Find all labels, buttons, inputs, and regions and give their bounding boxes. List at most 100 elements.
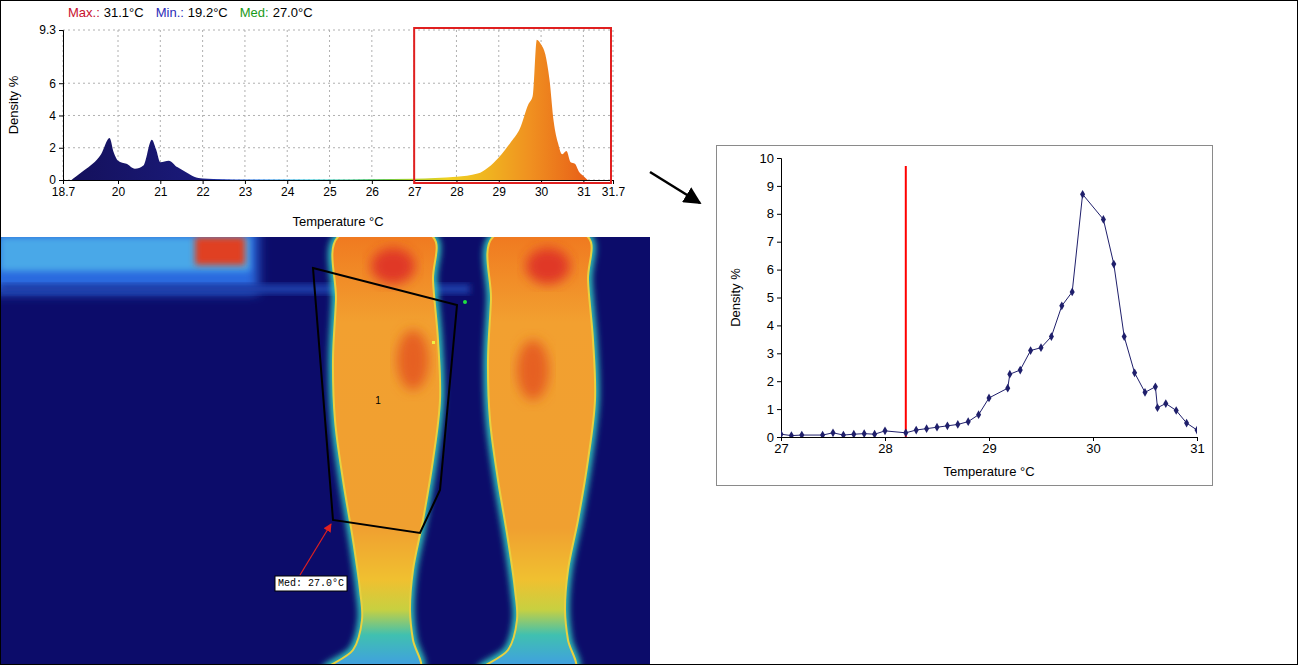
tick-label: 21 xyxy=(154,185,168,199)
tick: 25 xyxy=(323,180,337,199)
tick-label: 24 xyxy=(281,185,295,199)
tick: 9.3 xyxy=(39,23,63,37)
y-axis-title: Density % xyxy=(728,268,743,327)
data-point xyxy=(872,430,877,437)
data-point xyxy=(986,394,991,403)
x-axis: 2728293031 xyxy=(774,437,1204,456)
tick-mark xyxy=(59,148,63,149)
axis-line xyxy=(59,31,64,181)
tick-label: 22 xyxy=(196,185,210,199)
tick-mark xyxy=(245,180,246,184)
grid-line-x xyxy=(583,30,584,180)
tick: 24 xyxy=(281,180,295,199)
roi-polygon xyxy=(313,268,457,533)
grid xyxy=(63,30,613,180)
tick-label: 6 xyxy=(767,262,774,277)
data-point xyxy=(1111,260,1116,269)
tick-label: 6 xyxy=(49,77,56,91)
data-point xyxy=(862,429,867,437)
reference-line xyxy=(905,166,907,437)
data-point xyxy=(966,417,971,426)
tick: 31 xyxy=(1190,437,1204,456)
data-point xyxy=(781,430,784,437)
tick: 5 xyxy=(767,290,781,305)
tick-label: 31.7 xyxy=(602,185,626,199)
tick: 20 xyxy=(112,180,126,199)
data-point xyxy=(1005,384,1010,393)
data-point xyxy=(851,430,856,437)
data-point xyxy=(1142,388,1147,397)
data-point xyxy=(1038,343,1043,352)
data-point xyxy=(1018,366,1023,375)
tick-mark xyxy=(777,270,781,271)
roi-handle xyxy=(463,300,467,304)
tick: 0 xyxy=(49,173,63,187)
data-point xyxy=(820,431,825,437)
data-point xyxy=(914,426,919,435)
data-point xyxy=(1163,399,1168,408)
x-axis-title: Temperature °C xyxy=(292,214,383,229)
tick-label: 28 xyxy=(878,441,892,456)
tick-label: 5 xyxy=(767,290,774,305)
density-line xyxy=(781,194,1197,435)
tick: 27 xyxy=(774,437,788,456)
tick: 26 xyxy=(366,180,380,199)
tick-mark xyxy=(59,115,63,116)
tick: 0 xyxy=(767,430,781,445)
tick-mark xyxy=(613,180,614,184)
tick-label: 29 xyxy=(493,185,507,199)
chart-frame xyxy=(717,146,1213,486)
figure: 18.720212223242526272829303131.702469.3T… xyxy=(0,0,1298,665)
tick-mark xyxy=(59,83,63,84)
leg xyxy=(481,237,595,665)
tick-label: 30 xyxy=(535,185,549,199)
data-point xyxy=(1122,332,1127,341)
tick-label: 7 xyxy=(767,234,774,249)
calf-hotspot xyxy=(397,330,429,390)
highlight-box xyxy=(414,28,611,183)
data-point xyxy=(1101,215,1106,224)
data-point xyxy=(1059,302,1064,311)
stat-value: 31.1°C xyxy=(104,5,144,20)
tick-label: 28 xyxy=(450,185,464,199)
knee-hotspot xyxy=(371,248,415,284)
tick-label: 9 xyxy=(767,179,774,194)
tick-label: 9.3 xyxy=(39,23,56,37)
tick-label: 3 xyxy=(767,346,774,361)
tick-label: 2 xyxy=(767,374,774,389)
tick-mark xyxy=(118,180,119,184)
tick-mark xyxy=(287,180,288,184)
tick-mark xyxy=(372,180,373,184)
data-point xyxy=(1194,426,1197,435)
grid-line-x xyxy=(202,30,203,180)
tick-mark xyxy=(777,437,781,438)
tick-mark xyxy=(777,409,781,410)
grid-line-y xyxy=(63,83,613,84)
tick: 3 xyxy=(767,346,781,361)
data-point xyxy=(903,428,908,437)
zoom-arrow xyxy=(650,172,700,203)
tick-label: 4 xyxy=(767,318,774,333)
data-point xyxy=(924,424,929,433)
tick-mark xyxy=(777,186,781,187)
data-point xyxy=(799,431,804,437)
tick: 4 xyxy=(767,318,781,333)
median-arrow xyxy=(300,524,331,575)
data-point xyxy=(1007,370,1012,379)
tick: 28 xyxy=(878,437,892,456)
data-point xyxy=(1070,288,1075,297)
tick-mark xyxy=(330,180,331,184)
tick: 23 xyxy=(239,180,253,199)
leg-halo xyxy=(481,237,595,665)
median-label: Med: 27.0°C xyxy=(278,578,344,589)
knee-hotspot xyxy=(526,248,570,284)
x-axis-title: Temperature °C xyxy=(943,464,1034,479)
data-point xyxy=(955,420,960,429)
tick-mark xyxy=(777,158,781,159)
grid-line-x xyxy=(118,30,119,180)
data-point xyxy=(830,428,835,437)
tick-label: 25 xyxy=(323,185,337,199)
tick: 7 xyxy=(767,234,781,249)
stat-value: 27.0°C xyxy=(273,5,313,20)
header: Max.:31.1°CMin.:19.2°CMed:27.0°C xyxy=(68,5,313,20)
